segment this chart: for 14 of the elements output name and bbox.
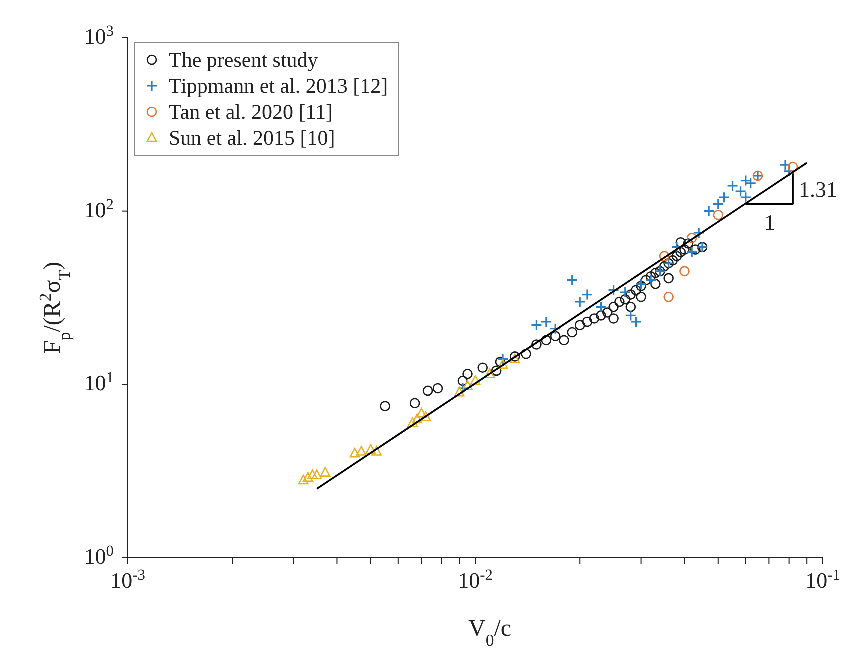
legend-label: Tippmann et al. 2013 [12]	[169, 73, 388, 99]
y-tick-label: 10$^{0}$	[84, 542, 114, 569]
y-tick-label: 10$^{2}$	[84, 196, 114, 222]
annotation: 1	[764, 210, 776, 236]
x-axis-title: V$_{0}$/c	[468, 616, 512, 650]
legend-label: Tan et al. 2020 [11]	[169, 99, 333, 125]
legend-label: Sun et al. 2015 [10]	[169, 125, 336, 151]
x-tick-label: 10$^{-1}$	[806, 566, 840, 593]
legend-label: The present study	[169, 47, 318, 73]
y-tick-label: 10$^{1}$	[84, 369, 114, 396]
x-tick-label: 10$^{-3}$	[110, 566, 146, 593]
annotation: 1.31	[799, 176, 838, 202]
x-tick-label: 10$^{-2}$	[458, 566, 493, 593]
y-tick-label: 10$^{3}$	[84, 22, 114, 49]
